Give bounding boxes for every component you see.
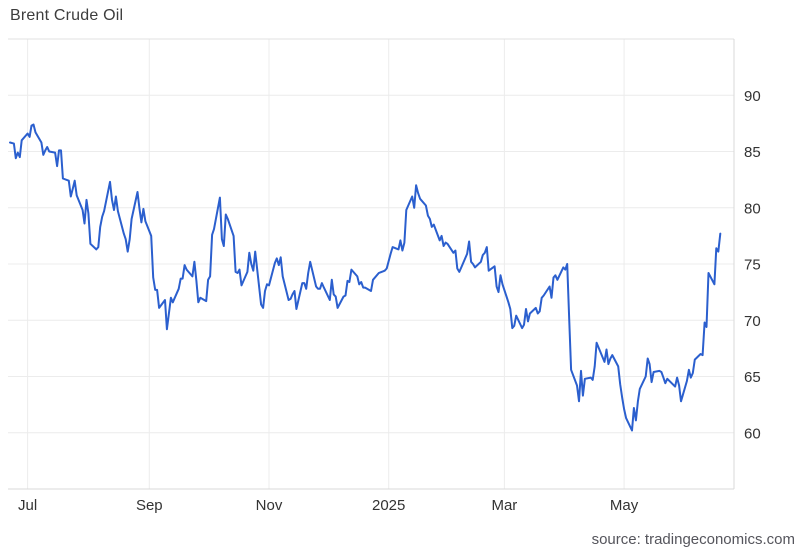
y-axis-tick-label: 65 [744,369,761,386]
x-axis-tick-label: Sep [136,497,163,514]
x-axis-tick-label: 2025 [372,497,405,514]
y-axis-tick-label: 90 [744,88,761,105]
y-axis-tick-label: 85 [744,144,761,161]
brent-price-line [9,123,722,432]
x-axis-tick-label: Mar [491,497,517,514]
source-attribution: source: tradingeconomics.com [591,531,795,548]
chart-title: Brent Crude Oil [10,7,124,24]
y-axis-tick-label: 60 [744,425,761,442]
x-axis-tick-label: May [610,497,639,514]
x-axis-tick-label: Nov [256,497,283,514]
y-axis-tick-label: 70 [744,313,761,330]
plot-area[interactable] [8,39,734,489]
y-axis-tick-label: 75 [744,257,761,274]
x-axis-tick-label: Jul [18,497,37,514]
y-axis-tick-label: 80 [744,200,761,217]
